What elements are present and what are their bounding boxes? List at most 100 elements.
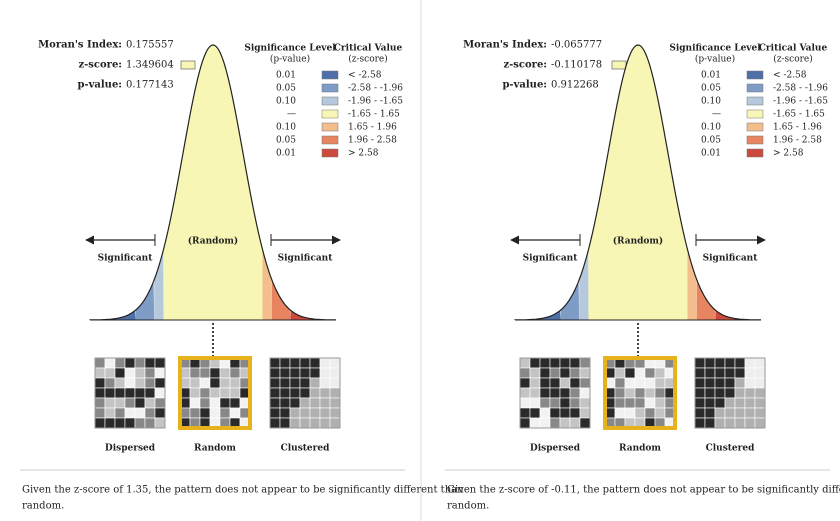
map-cell — [745, 368, 755, 378]
map-cell — [755, 418, 765, 428]
legend-critical: 1.96 - 2.58 — [348, 136, 397, 146]
map-cell — [550, 378, 560, 388]
map-cell — [145, 368, 155, 378]
map-cell — [695, 378, 705, 388]
map-cell — [550, 358, 560, 368]
legend-level: 0.05 — [701, 84, 721, 94]
map-cell — [530, 358, 540, 368]
map-cell — [95, 408, 105, 418]
map-cell — [695, 368, 705, 378]
map-cell — [135, 418, 145, 428]
map-cell — [570, 378, 580, 388]
map-cell — [715, 408, 725, 418]
map-cell — [615, 368, 625, 378]
map-cell — [530, 378, 540, 388]
map-cell — [725, 378, 735, 388]
legend-header: (z-score) — [773, 54, 813, 65]
map-cell — [615, 408, 625, 418]
stat-label: p-value: — [77, 80, 122, 91]
map-cell — [125, 378, 135, 388]
legend-swatch — [322, 136, 338, 144]
legend-critical: -1.96 - -1.65 — [348, 97, 403, 107]
map-cell — [645, 398, 655, 408]
map-cell — [95, 388, 105, 398]
map-cell — [635, 368, 645, 378]
map-cell — [735, 408, 745, 418]
legend-swatch — [747, 110, 763, 118]
map-cell — [115, 368, 125, 378]
caption: Given the z-score of -0.11, the pattern … — [447, 485, 840, 496]
legend-header: (p-value) — [270, 54, 310, 65]
map-cell — [145, 408, 155, 418]
map-cell — [530, 388, 540, 398]
map-cell — [145, 418, 155, 428]
map-cell — [290, 358, 300, 368]
map-cell — [725, 368, 735, 378]
map-cell — [300, 398, 310, 408]
legend-swatch — [322, 123, 338, 131]
map-cell — [520, 378, 530, 388]
legend-critical: < -2.58 — [348, 71, 382, 81]
map-cell — [290, 388, 300, 398]
map-cell — [560, 408, 570, 418]
map-cell — [115, 388, 125, 398]
map-cell — [95, 358, 105, 368]
map-cell — [530, 418, 540, 428]
map-cell — [570, 398, 580, 408]
legend-swatch — [747, 123, 763, 131]
map-cell — [645, 368, 655, 378]
map-cell — [745, 418, 755, 428]
map-cell — [715, 388, 725, 398]
map-cell — [530, 398, 540, 408]
legend-swatch — [322, 97, 338, 105]
map-cell — [725, 408, 735, 418]
map-cell — [220, 388, 230, 398]
map-cell — [725, 388, 735, 398]
map-cell — [540, 368, 550, 378]
legend-header: (p-value) — [695, 54, 735, 65]
map-cell — [560, 378, 570, 388]
stat-value: 1.349604 — [126, 60, 174, 71]
map-cell — [655, 378, 665, 388]
map-cell — [615, 388, 625, 398]
legend-level: 0.10 — [276, 123, 296, 133]
legend-critical: -1.65 - 1.65 — [773, 110, 825, 120]
map-cell — [125, 418, 135, 428]
map-cell — [280, 388, 290, 398]
stat-value: 0.912268 — [551, 80, 599, 91]
legend-header: Critical Value — [759, 44, 828, 54]
map-cell — [725, 358, 735, 368]
stat-label: Moran's Index: — [463, 40, 547, 51]
map-cell — [705, 388, 715, 398]
map-cell — [635, 408, 645, 418]
map-cell — [725, 398, 735, 408]
map-cell — [615, 378, 625, 388]
legend-critical: 1.65 - 1.96 — [348, 123, 397, 133]
map-cell — [310, 378, 320, 388]
legend-swatch — [747, 97, 763, 105]
map-cell — [155, 388, 165, 398]
map-cell — [735, 398, 745, 408]
map-cell — [745, 378, 755, 388]
legend-level: 0.01 — [701, 149, 721, 159]
map-cell — [570, 418, 580, 428]
map-cell — [280, 358, 290, 368]
legend-header: Significance Level — [244, 44, 336, 54]
map-cell — [230, 408, 240, 418]
legend-swatch — [747, 84, 763, 92]
map-cell — [705, 398, 715, 408]
map-cell — [540, 398, 550, 408]
map-cell — [520, 358, 530, 368]
map-cell — [540, 418, 550, 428]
map-cell — [560, 398, 570, 408]
map-cell — [580, 368, 590, 378]
map-cell — [745, 358, 755, 368]
map-cell — [560, 358, 570, 368]
map-cell — [320, 378, 330, 388]
z-swatch — [612, 61, 626, 69]
map-cell — [280, 368, 290, 378]
map-cell — [735, 368, 745, 378]
significant-label: Significant — [278, 254, 334, 264]
random-label: (Random) — [188, 236, 238, 247]
stat-label: z-score: — [78, 60, 122, 71]
